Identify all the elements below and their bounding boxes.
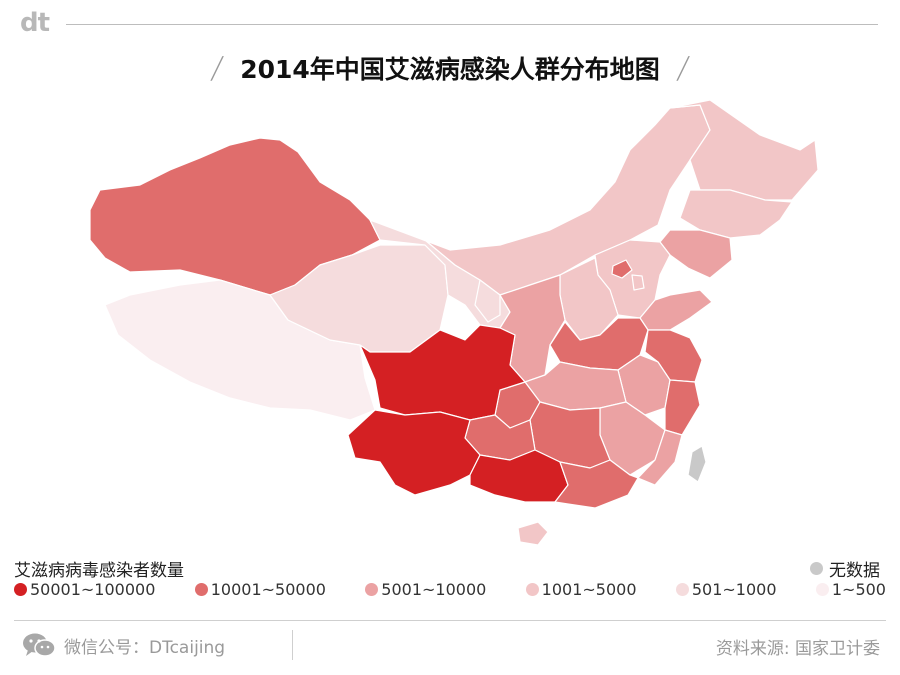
region-taiwan xyxy=(687,445,707,483)
region-heilongjiang xyxy=(669,99,819,201)
legend-no-data: 无数据 xyxy=(810,556,880,581)
legend-item: 1001~5000 xyxy=(525,580,637,599)
wechat-credit: 微信公号：DTcaijing xyxy=(22,632,225,658)
region-hainan xyxy=(517,521,549,546)
legend-item: 501~1000 xyxy=(675,580,777,599)
legend-label: 1001~5000 xyxy=(541,580,637,599)
region-zhejiang xyxy=(664,379,701,436)
footer-divider xyxy=(292,630,293,660)
legend-swatch xyxy=(815,583,829,596)
region-beijing xyxy=(611,259,633,279)
legend-item: 50001~100000 xyxy=(14,580,155,599)
no-data-label: 无数据 xyxy=(829,561,880,581)
legend-label: 5001~10000 xyxy=(381,580,487,599)
legend-item: 1~500 xyxy=(815,580,886,599)
legend-label: 50001~100000 xyxy=(30,580,156,599)
top-rule xyxy=(66,24,878,25)
legend-item: 5001~10000 xyxy=(365,580,486,599)
page-title: 2014年中国艾滋病感染人群分布地图 xyxy=(240,55,660,84)
region-liaoning xyxy=(659,229,733,279)
region-jilin xyxy=(679,189,793,239)
legend-swatch xyxy=(525,583,539,596)
region-ningxia xyxy=(474,279,501,323)
data-source: 资料来源: 国家卫计委 xyxy=(715,639,880,659)
region-guangdong xyxy=(554,459,639,509)
bottom-rule xyxy=(14,620,886,621)
title-slash-left: / xyxy=(209,50,226,86)
legend-label: 10001~50000 xyxy=(210,580,326,599)
region-tianjin xyxy=(631,274,645,291)
no-data-swatch xyxy=(810,562,823,575)
legend-swatch xyxy=(194,583,208,596)
legend-item: 10001~50000 xyxy=(194,580,326,599)
legend-swatch xyxy=(14,583,27,596)
title-slash-right: / xyxy=(674,50,691,86)
china-map xyxy=(89,99,819,546)
dt-logo: dt xyxy=(20,8,50,38)
wechat-label: 微信公号：DTcaijing xyxy=(64,637,226,658)
region-yunnan xyxy=(347,409,481,496)
legend: 50001~100000 10001~50000 5001~10000 1001… xyxy=(14,580,886,599)
legend-label: 501~1000 xyxy=(691,580,777,599)
legend-label: 1~500 xyxy=(831,580,886,599)
title-bar: / 2014年中国艾滋病感染人群分布地图 / xyxy=(0,50,900,86)
wechat-icon xyxy=(23,633,56,657)
legend-swatch xyxy=(675,583,689,596)
legend-title: 艾滋病病毒感染者数量 xyxy=(14,561,184,581)
region-tibet xyxy=(104,279,376,421)
legend-swatch xyxy=(365,583,379,596)
